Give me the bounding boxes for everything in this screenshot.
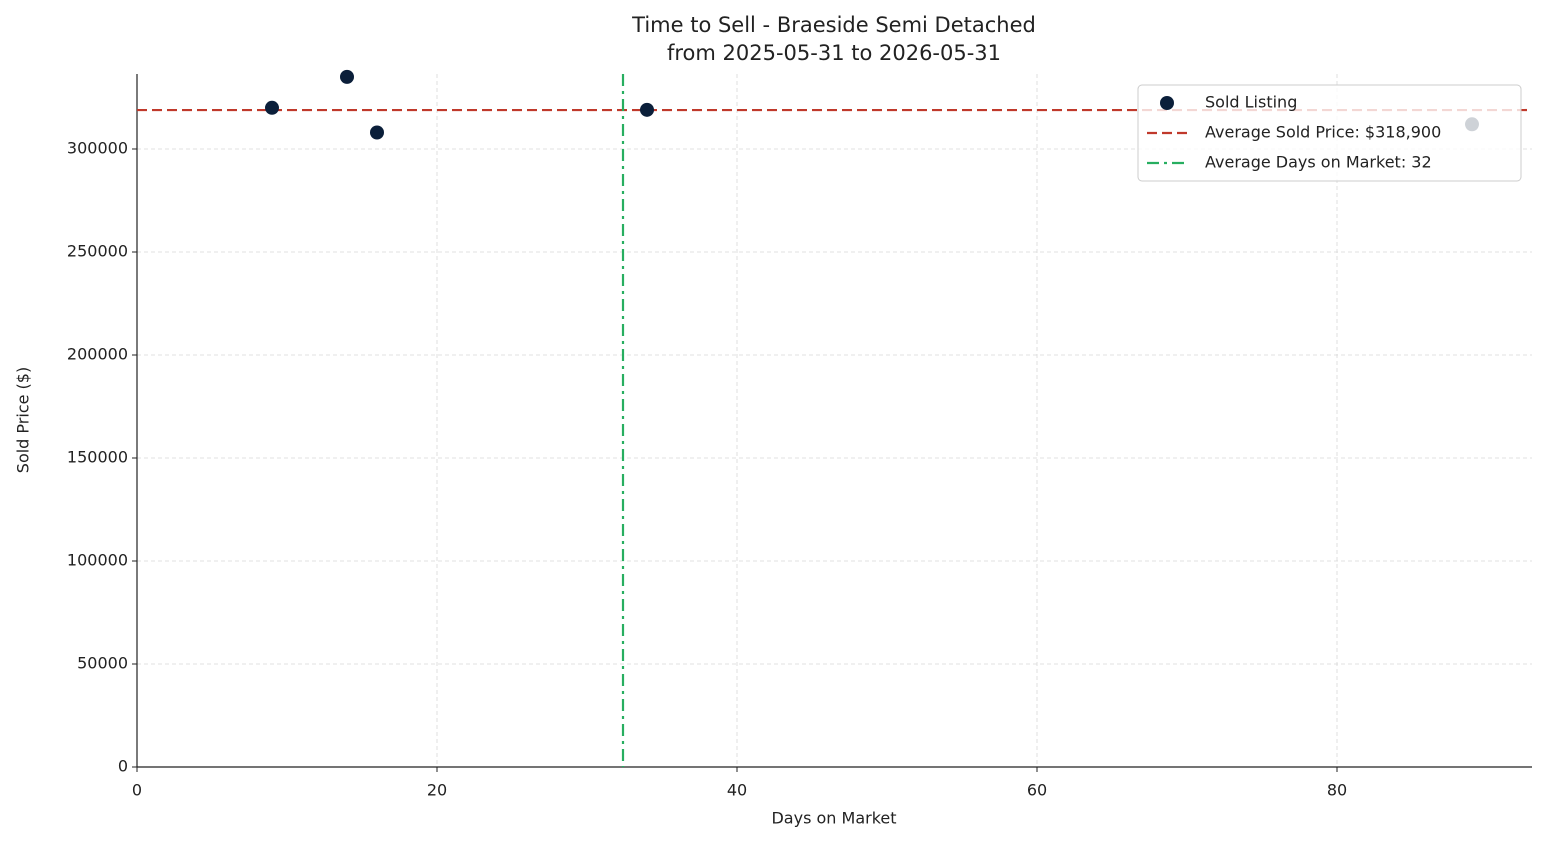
x-tick-label: 40	[727, 781, 747, 800]
y-tick-label: 0	[118, 757, 128, 776]
legend-box	[1137, 84, 1522, 182]
x-tick-label: 0	[132, 781, 142, 800]
x-tick-label: 60	[1027, 781, 1047, 800]
legend-marker	[1160, 96, 1174, 110]
y-tick-label: 50000	[77, 653, 128, 672]
chart-subtitle: from 2025-05-31 to 2026-05-31	[667, 41, 1001, 65]
y-tick-label: 250000	[67, 241, 128, 260]
y-tick-label: 100000	[67, 550, 128, 569]
data-point	[340, 69, 354, 84]
x-tick-label: 80	[1327, 781, 1347, 800]
y-tick-label: 200000	[67, 344, 128, 363]
x-tick-label: 20	[427, 781, 447, 800]
data-point	[265, 100, 279, 115]
legend-label: Average Days on Market: 32	[1205, 153, 1432, 172]
chart-title: Time to Sell - Braeside Semi Detached	[631, 13, 1036, 37]
y-tick-label: 150000	[67, 447, 128, 466]
data-point	[370, 125, 384, 140]
y-tick-label: 300000	[67, 138, 128, 157]
x-axis-label: Days on Market	[771, 809, 896, 828]
legend-label: Average Sold Price: $318,900	[1205, 123, 1441, 142]
legend-label: Sold Listing	[1205, 93, 1297, 112]
data-point	[640, 102, 654, 117]
y-axis-label: Sold Price ($)	[14, 367, 33, 473]
